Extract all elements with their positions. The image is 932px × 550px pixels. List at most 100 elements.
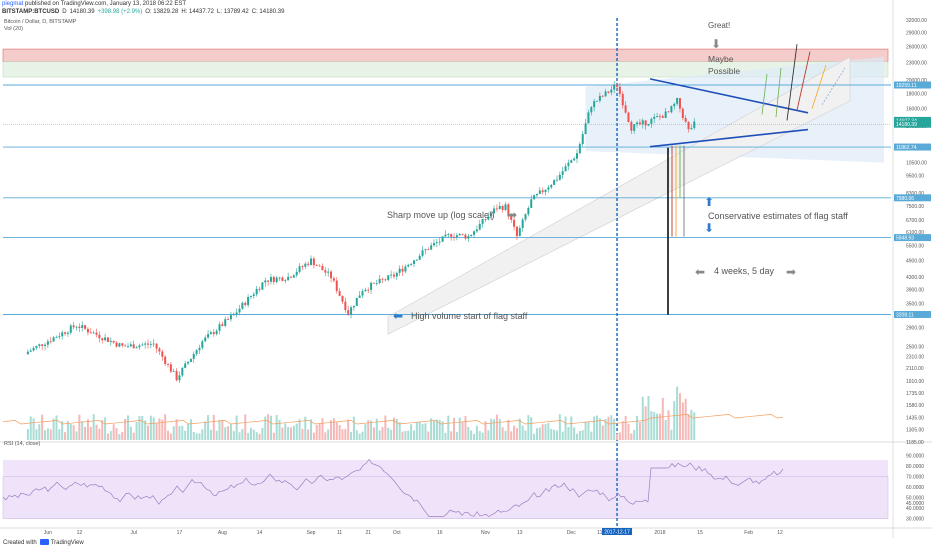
candle <box>530 199 533 208</box>
candle <box>553 179 556 185</box>
brand-name[interactable]: TradingView <box>50 540 84 546</box>
candle <box>227 319 230 320</box>
candle <box>261 282 264 290</box>
volume-bar <box>604 418 607 440</box>
symbol-label: BITSTAMP:BTCUSD <box>2 8 60 15</box>
volume-bar <box>49 429 52 440</box>
volume-bar <box>576 433 578 440</box>
volume-bar <box>633 429 636 440</box>
candle <box>644 120 647 126</box>
candle <box>455 235 458 238</box>
time-tick-label: Sep <box>307 530 316 536</box>
rsi-tick-label: 40.0000 <box>906 506 924 512</box>
time-tick-label: 2017-12-17 <box>604 530 630 536</box>
highlight-date-box <box>602 528 633 535</box>
candle <box>164 356 167 364</box>
volume-bar <box>578 431 581 440</box>
volume-bar <box>596 415 599 440</box>
arrow-icon: ➡ <box>786 265 796 279</box>
volume-bar <box>58 429 61 440</box>
candle <box>487 216 490 220</box>
annotation-text: High volume start of flag staff <box>411 311 528 321</box>
candle <box>352 305 355 308</box>
volume-bar <box>624 415 627 440</box>
volume-bar <box>555 430 558 440</box>
candle <box>395 272 398 277</box>
volume-bar <box>653 412 656 440</box>
price-label: 7980.06 <box>896 196 914 202</box>
candle <box>287 276 290 281</box>
time-tick-label: 2018 <box>654 530 665 536</box>
candle <box>555 179 558 181</box>
annotation-text: Maybe <box>708 54 734 64</box>
candle <box>484 218 487 220</box>
candle <box>510 216 513 220</box>
volume-bar <box>84 426 87 440</box>
volume-bar <box>258 433 261 440</box>
volume-bar <box>610 415 613 440</box>
rsi-tick-label: 80.0000 <box>906 464 924 470</box>
volume-bar <box>201 429 204 440</box>
volume-bar <box>684 398 687 440</box>
candle <box>38 344 41 346</box>
volume-bar <box>295 423 298 440</box>
candle <box>307 263 310 265</box>
volume-bar <box>172 426 175 440</box>
volume-bar <box>498 418 501 440</box>
candle <box>235 312 238 315</box>
volume-bar <box>490 418 493 440</box>
candle <box>621 93 624 106</box>
volume-bar <box>455 432 458 440</box>
volume-bar <box>341 429 344 440</box>
volume-bar <box>473 433 476 440</box>
candle <box>527 207 530 215</box>
candle <box>638 122 641 125</box>
volume-bar <box>38 424 41 440</box>
price-label-box <box>894 81 931 89</box>
uptrend-channel <box>387 56 851 335</box>
change-value: +398.98 (+2.9%) <box>97 8 143 15</box>
candle <box>656 116 659 117</box>
candle <box>89 332 92 334</box>
volume-bar <box>189 419 192 440</box>
volume-bar <box>504 430 507 440</box>
volume-bar <box>298 419 301 440</box>
candle <box>693 121 696 129</box>
candle <box>290 276 292 278</box>
price-label-box <box>894 194 931 202</box>
candle <box>690 128 693 130</box>
volume-bar <box>212 414 215 440</box>
price-tick-label: 3900.00 <box>906 287 924 293</box>
volume-bar <box>106 433 109 440</box>
candle <box>229 315 232 320</box>
candle <box>387 275 390 281</box>
price-tick-label: 32000.00 <box>906 18 927 24</box>
candle <box>267 280 270 282</box>
volume-bar <box>261 427 264 440</box>
rsi-tick-label: 90.0000 <box>906 453 924 459</box>
volume-bar <box>627 423 630 440</box>
candle <box>450 234 453 237</box>
publisher-name[interactable]: piegmat <box>2 1 24 7</box>
volume-bar <box>501 427 504 440</box>
time-tick-label: 21 <box>365 530 371 536</box>
candle <box>375 283 378 284</box>
volume-bar <box>132 432 135 440</box>
volume-bar <box>252 429 255 440</box>
volume-bar <box>661 397 664 440</box>
price-tick-label: 1735.00 <box>906 391 924 397</box>
volume-bar <box>430 418 433 440</box>
price-label: 5848.93 <box>896 236 914 242</box>
volume-bar <box>524 430 527 440</box>
volume-bar <box>678 393 681 440</box>
volume-bar <box>507 419 510 440</box>
candle <box>404 266 407 272</box>
volume-bar <box>44 430 47 440</box>
candle <box>392 274 395 277</box>
annotation-text: Conservative estimates of flag staff <box>708 211 848 221</box>
volume-bar <box>218 419 221 440</box>
candle <box>118 343 121 347</box>
candle <box>92 332 95 334</box>
candle <box>550 184 553 188</box>
